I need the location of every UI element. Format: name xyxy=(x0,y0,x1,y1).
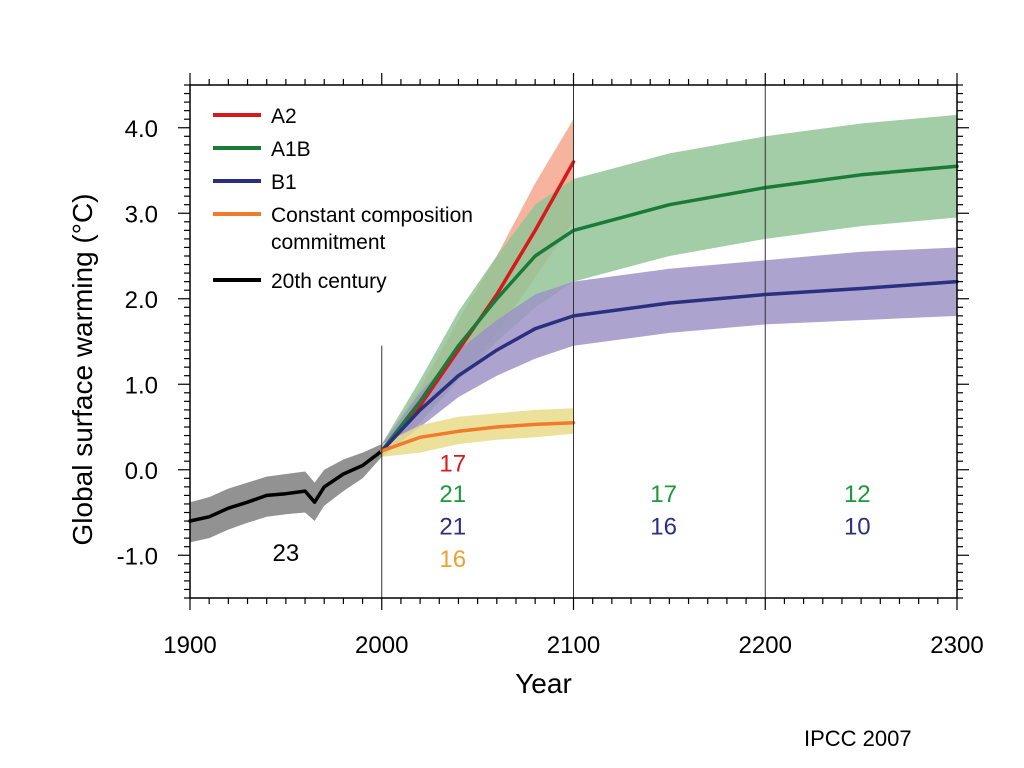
annotation-label: 21 xyxy=(439,514,466,541)
x-tick-label: 2300 xyxy=(930,632,983,659)
x-tick-label: 2200 xyxy=(739,632,792,659)
series-line-20th-century xyxy=(188,449,384,523)
annotation-label: 17 xyxy=(439,450,466,477)
band-b1 xyxy=(381,247,957,457)
legend-label-line2: commitment xyxy=(271,231,386,254)
credit-label: IPCC 2007 xyxy=(804,726,912,751)
series-line-b1 xyxy=(380,279,959,453)
annotation-label: 17 xyxy=(650,481,677,508)
x-tick-label: 1900 xyxy=(163,632,216,659)
legend-label-a1b: A1B xyxy=(271,138,311,161)
annotation-label: 16 xyxy=(650,514,677,541)
legend-label-a2: A2 xyxy=(271,105,297,128)
x-axis-label: Year xyxy=(515,668,572,699)
x-tick-label: 2000 xyxy=(355,632,408,659)
y-tick-label: 0.0 xyxy=(125,458,158,485)
y-tick-label: 1.0 xyxy=(125,372,158,399)
y-tick-label: 3.0 xyxy=(125,201,158,228)
y-tick-label: 4.0 xyxy=(125,116,158,143)
y-axis-label: Global surface warming (°C) xyxy=(67,194,98,546)
y-tick-label: -1.0 xyxy=(117,543,158,570)
legend-label-b1: B1 xyxy=(271,171,297,194)
annotation-label: 10 xyxy=(844,514,871,541)
x-tick-label: 2100 xyxy=(547,632,600,659)
annotation-label: 23 xyxy=(273,540,300,567)
y-tick-label: 2.0 xyxy=(125,287,158,314)
legend-label-20th-century: 20th century xyxy=(271,270,387,293)
annotation-label: 16 xyxy=(439,546,466,573)
series-line-constant-composition-commitment xyxy=(380,420,576,453)
band-constant-composition-commitment xyxy=(381,408,574,457)
annotation-label: 12 xyxy=(844,481,871,508)
annotation-label: 21 xyxy=(439,481,466,508)
series-line-a1b xyxy=(380,164,959,453)
legend-label-constant-composition: Constant composition xyxy=(271,204,473,227)
band-a1b xyxy=(381,114,957,457)
